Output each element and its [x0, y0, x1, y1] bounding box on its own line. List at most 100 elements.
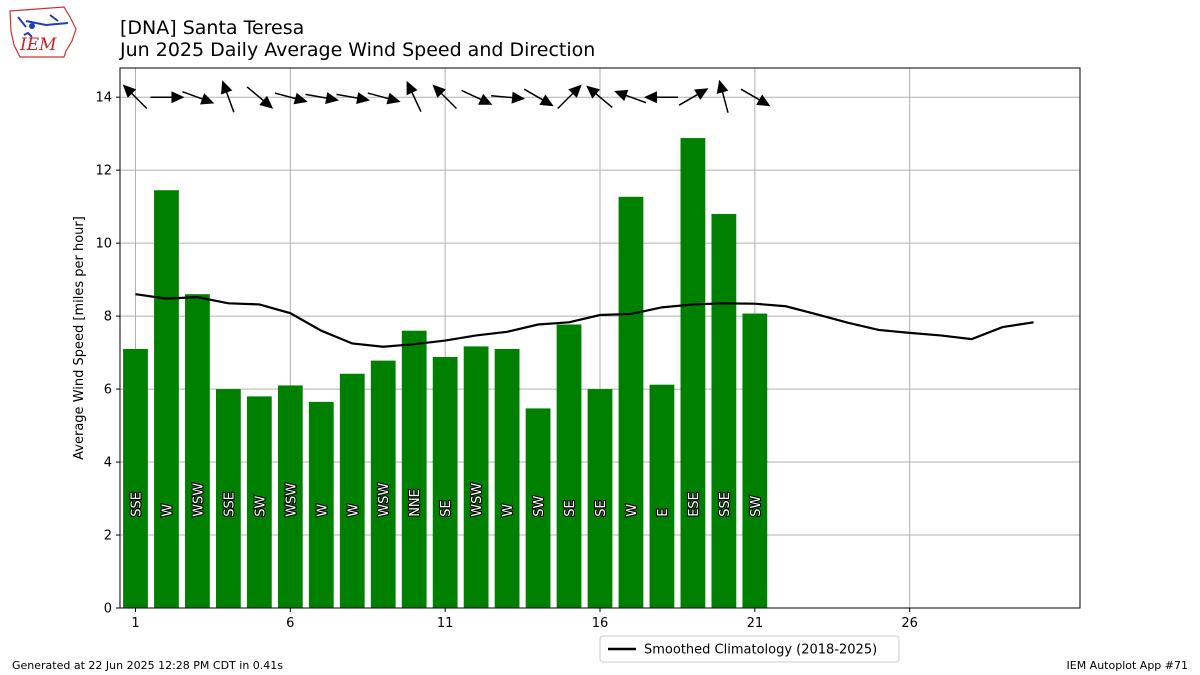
arrow-head: [568, 84, 582, 98]
bar-day-8: [339, 373, 365, 608]
wind-arrow: [182, 91, 215, 105]
bar-day-3: [185, 294, 210, 608]
wind-arrow: [586, 85, 613, 109]
direction-label: WSW: [191, 483, 206, 517]
iem-logo: IEM: [6, 5, 80, 59]
arrow-head: [756, 94, 771, 107]
bar-day-2: [154, 190, 179, 608]
arrow-head: [406, 80, 418, 96]
direction-label: W: [315, 504, 330, 517]
arrow-shaft: [274, 92, 298, 100]
arrow-shaft: [305, 93, 329, 100]
arrow-head: [221, 80, 233, 95]
wind-arrow: [557, 84, 582, 110]
x-tick-label: 21: [747, 616, 764, 631]
arrow-head: [325, 92, 340, 104]
direction-label: SW: [749, 496, 764, 517]
arrow-head: [356, 92, 370, 104]
arrow-shaft: [130, 91, 148, 110]
bars: [123, 138, 768, 608]
arrow-head: [478, 93, 493, 105]
wind-arrow: [150, 91, 185, 104]
wind-arrow: [122, 84, 148, 110]
bar-day-1: [123, 348, 148, 608]
arrow-head: [200, 93, 215, 105]
bar-day-16: [587, 389, 613, 608]
climatology-line: [135, 293, 1034, 348]
arrow-shaft: [336, 93, 360, 100]
direction-label: SE: [594, 500, 609, 516]
wind-arrow: [367, 92, 401, 105]
bar-day-20: [711, 213, 737, 608]
y-tick-label: 0: [104, 602, 112, 617]
wind-arrow: [305, 92, 340, 104]
direction-label: W: [501, 504, 516, 517]
x-tick-label: 16: [592, 616, 609, 631]
wind-arrow: [406, 80, 422, 113]
direction-label: SSE: [718, 492, 733, 517]
direction-label: SSE: [222, 492, 237, 517]
direction-label: SE: [563, 500, 578, 516]
wind-arrow: [246, 86, 274, 109]
arrow-head: [122, 84, 137, 98]
arrow-shaft: [439, 91, 458, 110]
bar-day-17: [618, 196, 644, 608]
legend-label: Smoothed Climatology (2018-2025): [644, 643, 877, 658]
y-tick-label: 10: [95, 237, 112, 252]
y-tick-label: 12: [95, 164, 112, 179]
arrow-head: [511, 91, 526, 104]
arrow-shaft: [410, 90, 422, 113]
generated-note: Generated at 22 Jun 2025 12:28 PM CDT in…: [12, 659, 284, 672]
direction-label: ESE: [687, 492, 702, 517]
arrow-head: [716, 79, 729, 94]
direction-label: W: [160, 504, 175, 517]
climatology-polyline: [135, 293, 1034, 348]
wind-arrow: [491, 91, 526, 104]
wind-arrow: [678, 88, 709, 106]
bar-day-19: [680, 138, 706, 608]
bar-day-6: [277, 385, 303, 608]
arrow-shaft: [182, 91, 205, 101]
y-tick-label: 6: [104, 383, 112, 398]
wind-arrows: [122, 79, 771, 113]
arrow-head: [386, 92, 401, 105]
app-note: IEM Autoplot App #71: [1066, 659, 1189, 672]
direction-label: NNE: [408, 489, 423, 517]
direction-label: E: [656, 509, 671, 517]
wind-arrow: [523, 88, 554, 107]
arrow-head: [586, 85, 601, 99]
wind-arrow: [614, 89, 647, 104]
direction-label: WSW: [377, 483, 392, 517]
arrow-head: [539, 94, 554, 107]
wind-arrow: [740, 88, 771, 107]
arrow-head: [432, 84, 446, 98]
y-tick-label: 4: [104, 456, 112, 471]
arrow-shaft: [740, 88, 762, 102]
x-tick-label: 6: [286, 616, 294, 631]
arrow-shaft: [367, 92, 391, 100]
bar-day-4: [216, 389, 241, 608]
arrow-shaft: [721, 90, 729, 113]
arrow-head: [293, 92, 308, 105]
wind-arrow: [716, 79, 729, 113]
chart-subtitle: Jun 2025 Daily Average Wind Speed and Di…: [120, 39, 596, 61]
bar-day-15: [556, 324, 582, 608]
bar-day-9: [370, 360, 396, 608]
legend: Smoothed Climatology (2018-2025): [599, 635, 900, 663]
arrow-shaft: [594, 92, 613, 109]
direction-label: WSW: [284, 483, 299, 517]
wind-arrow: [432, 84, 458, 110]
arrow-shaft: [624, 94, 647, 104]
wind-arrow: [643, 91, 678, 104]
wind-arrow: [336, 92, 370, 104]
direction-label: SW: [532, 496, 547, 517]
bar-day-7: [308, 401, 334, 608]
bar-day-14: [525, 408, 551, 608]
arrow-shaft: [557, 91, 575, 110]
bar-day-10: [401, 330, 427, 608]
bar-day-13: [494, 348, 520, 608]
y-tick-label: 2: [104, 529, 112, 544]
direction-labels: SSE W WSW SSE SW WSW W W WSW NNE SE WSW W SW SE SE W E ESE…: [128, 482, 765, 518]
